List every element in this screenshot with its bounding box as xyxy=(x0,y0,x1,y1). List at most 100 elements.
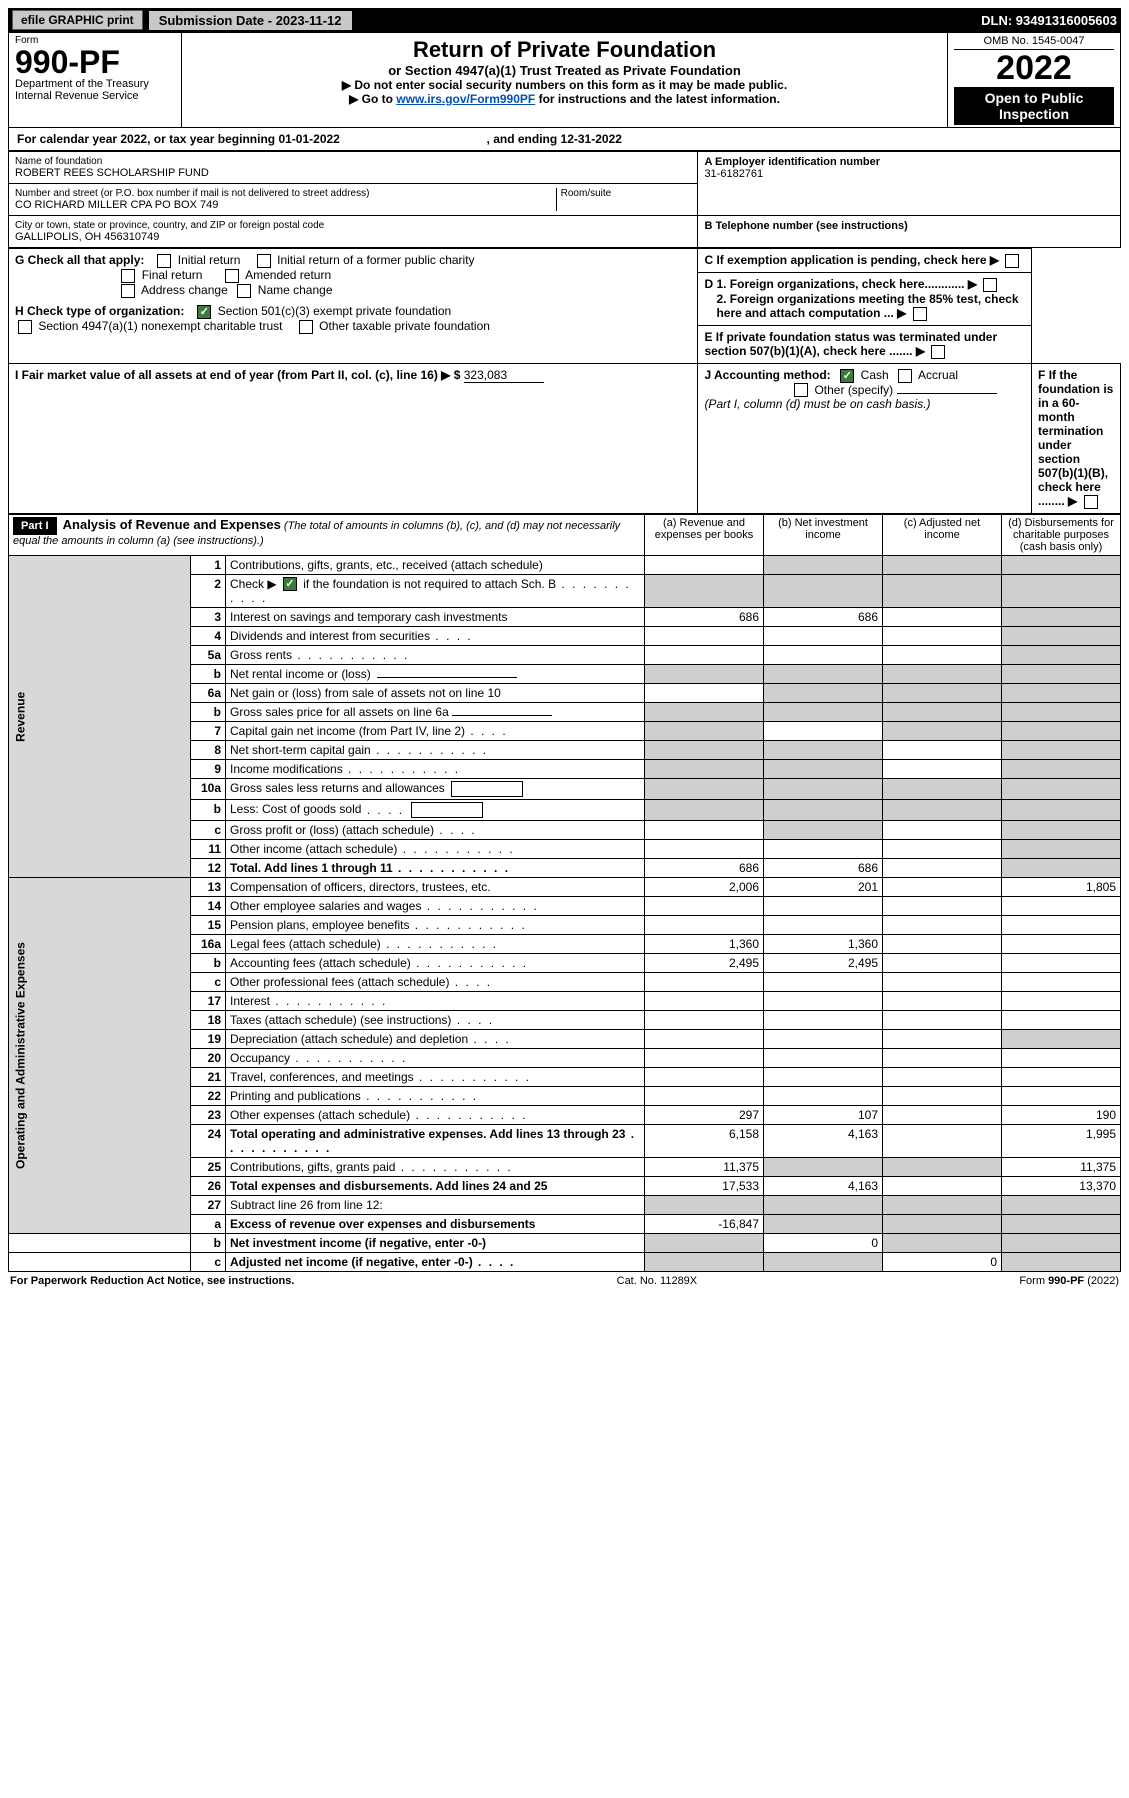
checkbox-other-method[interactable] xyxy=(794,383,808,397)
checks-block: G Check all that apply: Initial return I… xyxy=(8,248,1121,513)
row-9: Income modifications xyxy=(226,760,645,779)
checkbox-former-charity[interactable] xyxy=(257,254,271,268)
row-21: Travel, conferences, and meetings xyxy=(226,1068,645,1087)
checkbox-e[interactable] xyxy=(931,345,945,359)
page-footer: For Paperwork Reduction Act Notice, see … xyxy=(8,1272,1121,1290)
top-bar: efile GRAPHIC print Submission Date - 20… xyxy=(8,8,1121,32)
checkbox-address-change[interactable] xyxy=(121,284,135,298)
row-8: Net short-term capital gain xyxy=(226,741,645,760)
main-title: Return of Private Foundation xyxy=(190,37,939,63)
val-24d: 1,995 xyxy=(1002,1125,1121,1158)
j-note: (Part I, column (d) must be on cash basi… xyxy=(704,397,930,411)
city-label: City or town, state or province, country… xyxy=(15,220,691,231)
val-13a: 2,006 xyxy=(645,878,764,897)
checkbox-amended-return[interactable] xyxy=(225,269,239,283)
d1-label: D 1. Foreign organizations, check here..… xyxy=(704,277,1025,292)
val-24a: 6,158 xyxy=(645,1125,764,1158)
row-12: Total. Add lines 1 through 11 xyxy=(226,859,645,878)
phone-label: B Telephone number (see instructions) xyxy=(704,220,1114,232)
checkbox-other-taxable[interactable] xyxy=(299,320,313,334)
row-27c: Adjusted net income (if negative, enter … xyxy=(226,1253,645,1272)
submission-date: Submission Date - 2023-11-12 xyxy=(149,11,352,30)
row-10b: Less: Cost of goods sold xyxy=(226,800,645,821)
i-label: I Fair market value of all assets at end… xyxy=(15,368,438,382)
name-label: Name of foundation xyxy=(15,156,691,167)
form-number: 990-PF xyxy=(15,46,175,78)
row-20: Occupancy xyxy=(226,1049,645,1068)
footer-left: For Paperwork Reduction Act Notice, see … xyxy=(10,1275,294,1287)
fmv-value: 323,083 xyxy=(464,368,544,383)
val-27bb: 0 xyxy=(764,1234,883,1253)
row-7: Capital gain net income (from Part IV, l… xyxy=(226,722,645,741)
row-19: Depreciation (attach schedule) and deple… xyxy=(226,1030,645,1049)
checkbox-name-change[interactable] xyxy=(237,284,251,298)
val-27aa: -16,847 xyxy=(645,1215,764,1234)
checkbox-d1[interactable] xyxy=(983,278,997,292)
row-16a: Legal fees (attach schedule) xyxy=(226,935,645,954)
val-25a: 11,375 xyxy=(645,1158,764,1177)
row-5b: Net rental income or (loss) xyxy=(226,665,645,684)
sub-title: or Section 4947(a)(1) Trust Treated as P… xyxy=(190,63,939,78)
omb-number: OMB No. 1545-0047 xyxy=(954,35,1114,50)
row-25: Contributions, gifts, grants paid xyxy=(226,1158,645,1177)
revenue-section-label: Revenue xyxy=(9,555,191,878)
calendar-year-line: For calendar year 2022, or tax year begi… xyxy=(8,128,1121,151)
efile-button[interactable]: efile GRAPHIC print xyxy=(12,10,143,30)
val-23d: 190 xyxy=(1002,1106,1121,1125)
city-value: GALLIPOLIS, OH 456310749 xyxy=(15,231,691,243)
row-6b: Gross sales price for all assets on line… xyxy=(226,703,645,722)
checkbox-initial-return[interactable] xyxy=(157,254,171,268)
irs-link[interactable]: www.irs.gov/Form990PF xyxy=(396,92,535,106)
checkbox-501c3[interactable] xyxy=(197,305,211,319)
row-1: Contributions, gifts, grants, etc., rece… xyxy=(226,555,645,574)
checkbox-cash[interactable] xyxy=(840,369,854,383)
checkbox-d2[interactable] xyxy=(913,307,927,321)
val-16aa: 1,360 xyxy=(645,935,764,954)
checkbox-final-return[interactable] xyxy=(121,269,135,283)
val-12a: 686 xyxy=(645,859,764,878)
val-23b: 107 xyxy=(764,1106,883,1125)
footer-mid: Cat. No. 11289X xyxy=(617,1275,698,1287)
col-a-header: (a) Revenue and expenses per books xyxy=(645,514,764,555)
val-26a: 17,533 xyxy=(645,1177,764,1196)
form-header: Form 990-PF Department of the Treasury I… xyxy=(8,32,1121,128)
val-13b: 201 xyxy=(764,878,883,897)
col-b-header: (b) Net investment income xyxy=(764,514,883,555)
foundation-name: ROBERT REES SCHOLARSHIP FUND xyxy=(15,167,691,179)
address-value: CO RICHARD MILLER CPA PO BOX 749 xyxy=(15,199,556,211)
dln-label: DLN: 93491316005603 xyxy=(981,13,1117,28)
part1-label: Part I xyxy=(13,517,57,535)
checkbox-f[interactable] xyxy=(1084,495,1098,509)
checkbox-4947[interactable] xyxy=(18,320,32,334)
row-14: Other employee salaries and wages xyxy=(226,897,645,916)
val-3a: 686 xyxy=(645,608,764,627)
checkbox-sch-b[interactable] xyxy=(283,577,297,591)
irs-line: Internal Revenue Service xyxy=(15,90,175,102)
val-23a: 297 xyxy=(645,1106,764,1125)
row-3: Interest on savings and temporary cash i… xyxy=(226,608,645,627)
g-row: G Check all that apply: Initial return I… xyxy=(15,253,691,297)
row-27a: Excess of revenue over expenses and disb… xyxy=(226,1215,645,1234)
ein-label: A Employer identification number xyxy=(704,156,1114,168)
checkbox-accrual[interactable] xyxy=(898,369,912,383)
row-11: Other income (attach schedule) xyxy=(226,840,645,859)
row-2: Check ▶ if the foundation is not require… xyxy=(226,574,645,608)
row-10c: Gross profit or (loss) (attach schedule) xyxy=(226,821,645,840)
row-10a: Gross sales less returns and allowances xyxy=(226,779,645,800)
row-15: Pension plans, employee benefits xyxy=(226,916,645,935)
row-4: Dividends and interest from securities xyxy=(226,627,645,646)
val-13d: 1,805 xyxy=(1002,878,1121,897)
instr-line-1: ▶ Do not enter social security numbers o… xyxy=(190,78,939,92)
row-18: Taxes (attach schedule) (see instruction… xyxy=(226,1011,645,1030)
val-26d: 13,370 xyxy=(1002,1177,1121,1196)
row-16c: Other professional fees (attach schedule… xyxy=(226,973,645,992)
part1-title: Analysis of Revenue and Expenses xyxy=(63,517,281,532)
expense-section-label: Operating and Administrative Expenses xyxy=(9,878,191,1234)
row-27: Subtract line 26 from line 12: xyxy=(226,1196,645,1215)
tax-year: 2022 xyxy=(954,50,1114,87)
val-26b: 4,163 xyxy=(764,1177,883,1196)
val-25d: 11,375 xyxy=(1002,1158,1121,1177)
row-23: Other expenses (attach schedule) xyxy=(226,1106,645,1125)
checkbox-c[interactable] xyxy=(1005,254,1019,268)
row-16b: Accounting fees (attach schedule) xyxy=(226,954,645,973)
